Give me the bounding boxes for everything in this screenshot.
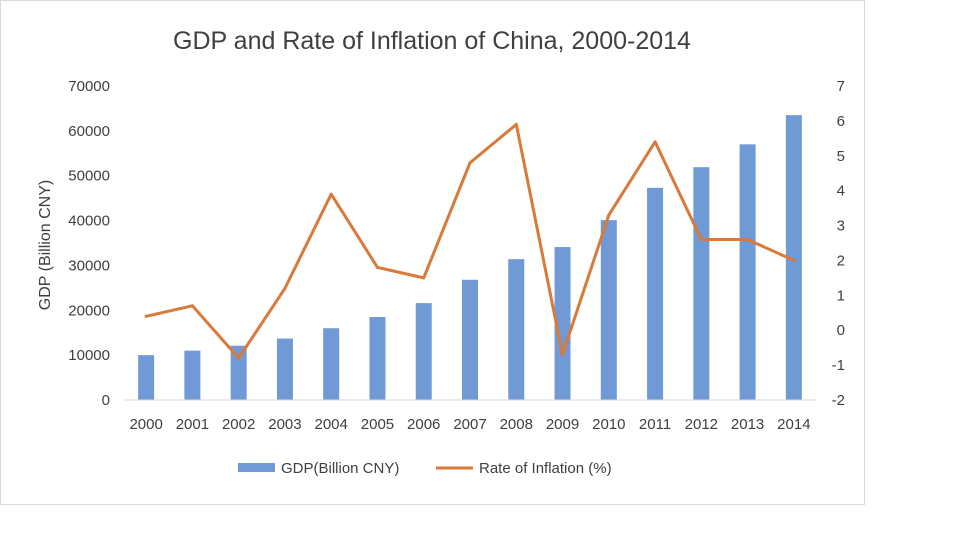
y-left-tick-label: 0 (102, 392, 110, 409)
gdp-bar-2003 (276, 338, 293, 400)
y-left-tick-label: 10000 (68, 347, 110, 364)
gdp-bar-2008 (508, 259, 525, 400)
inflation-point-2004 (329, 192, 333, 196)
gdp-bars (138, 115, 802, 401)
x-tick-label: 2013 (731, 416, 764, 433)
y-left-tick-label: 20000 (68, 302, 110, 319)
inflation-point-2005 (375, 265, 379, 269)
inflation-point-2014 (792, 258, 796, 262)
inflation-point-2006 (422, 276, 426, 280)
y-right-tick-label: 4 (837, 183, 845, 200)
y-right-tick-label: 7 (837, 78, 845, 95)
x-tick-label: 2014 (777, 416, 810, 433)
y-right-tick-label: -1 (832, 357, 845, 374)
gdp-bar-2005 (369, 317, 386, 400)
y-left-tick-label: 30000 (68, 257, 110, 274)
x-tick-label: 2003 (268, 416, 301, 433)
gdp-bar-2000 (138, 355, 155, 400)
inflation-point-2007 (468, 161, 472, 165)
gdp-bar-2006 (415, 303, 432, 400)
y-right-ticks: -2 -1 0 1 2 3 4 5 6 7 (832, 78, 845, 409)
inflation-point-2001 (190, 304, 194, 308)
gdp-bar-2014 (785, 115, 802, 401)
chart-title: GDP and Rate of Inflation of China, 2000… (173, 27, 691, 55)
y-left-tick-label: 70000 (68, 78, 110, 95)
gdp-bar-2004 (323, 328, 340, 400)
x-tick-label: 2008 (500, 416, 533, 433)
x-tick-label: 2002 (222, 416, 255, 433)
x-tick-label: 2006 (407, 416, 440, 433)
gdp-bar-2009 (554, 247, 571, 400)
inflation-point-2002 (237, 356, 241, 360)
legend-label-gdp: GDP(Billion CNY) (281, 460, 399, 477)
inflation-point-2009 (561, 353, 565, 357)
y-axis-title: GDP (Billion CNY) (37, 180, 54, 310)
x-tick-label: 2001 (176, 416, 209, 433)
y-right-tick-label: 6 (837, 113, 845, 130)
y-right-tick-label: 3 (837, 218, 845, 235)
x-tick-label: 2011 (639, 416, 671, 433)
inflation-point-2003 (283, 286, 287, 290)
x-tick-label: 2004 (315, 416, 348, 433)
y-right-tick-label: 2 (837, 252, 845, 269)
y-right-tick-label: 0 (837, 322, 845, 339)
gdp-bar-2012 (693, 167, 710, 400)
gdp-bar-2010 (600, 220, 617, 400)
legend-swatch-gdp (238, 463, 275, 472)
gdp-bar-2013 (739, 144, 756, 400)
gdp-bar-2011 (647, 187, 664, 400)
inflation-point-2011 (653, 140, 657, 144)
y-right-tick-label: 5 (837, 148, 845, 165)
x-tick-label: 2007 (453, 416, 486, 433)
x-tick-label: 2000 (129, 416, 162, 433)
legend: GDP(Billion CNY) Rate of Inflation (%) (238, 460, 612, 477)
inflation-point-2010 (607, 213, 611, 217)
inflation-point-2000 (144, 314, 148, 318)
inflation-point-2008 (514, 122, 518, 126)
inflation-point-2013 (746, 238, 750, 242)
y-left-tick-label: 50000 (68, 168, 110, 185)
y-right-tick-label: -2 (832, 392, 845, 409)
legend-label-inflation: Rate of Inflation (%) (479, 460, 612, 477)
x-tick-label: 2010 (592, 416, 625, 433)
inflation-point-2012 (699, 238, 703, 242)
x-ticks: 2000 2001 2002 2003 2004 2005 2006 2007 2008 2009… (129, 416, 810, 433)
inflation-line-group (144, 122, 796, 360)
x-tick-label: 2009 (546, 416, 579, 433)
y-left-tick-label: 60000 (68, 123, 110, 140)
gdp-bar-2007 (462, 279, 478, 400)
x-tick-label: 2012 (685, 416, 718, 433)
gdp-bar-2002 (230, 345, 247, 400)
gdp-bar-2001 (184, 350, 201, 400)
y-left-tick-label: 40000 (68, 213, 110, 230)
y-left-ticks: 0 10000 20000 30000 40000 50000 60000 70000 (68, 78, 110, 409)
y-right-tick-label: 1 (837, 287, 845, 304)
x-tick-label: 2005 (361, 416, 394, 433)
